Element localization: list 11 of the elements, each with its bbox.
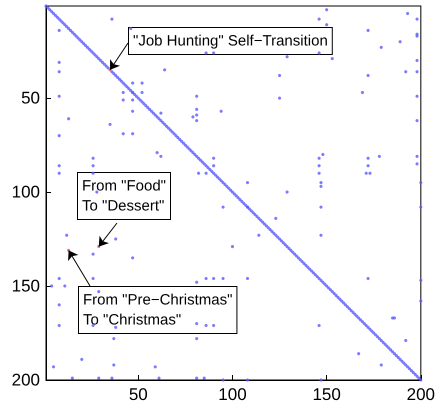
y-tick-label: 100 xyxy=(12,182,40,202)
y-tick-label: 50 xyxy=(21,88,40,108)
y-tick-label: 150 xyxy=(12,276,40,296)
x-tick-label: 200 xyxy=(406,385,436,404)
annotation: "Job Hunting" Self−Transition xyxy=(133,32,328,50)
annotation: From "Pre−Christmas" To "Christmas" xyxy=(83,292,232,328)
annotation: From "Food" To "Dessert" xyxy=(82,178,166,214)
x-tick-label: 150 xyxy=(312,385,341,404)
y-tick-label: 200 xyxy=(12,370,40,390)
x-tick-label: 50 xyxy=(128,385,148,404)
x-tick-label: 100 xyxy=(218,385,247,404)
